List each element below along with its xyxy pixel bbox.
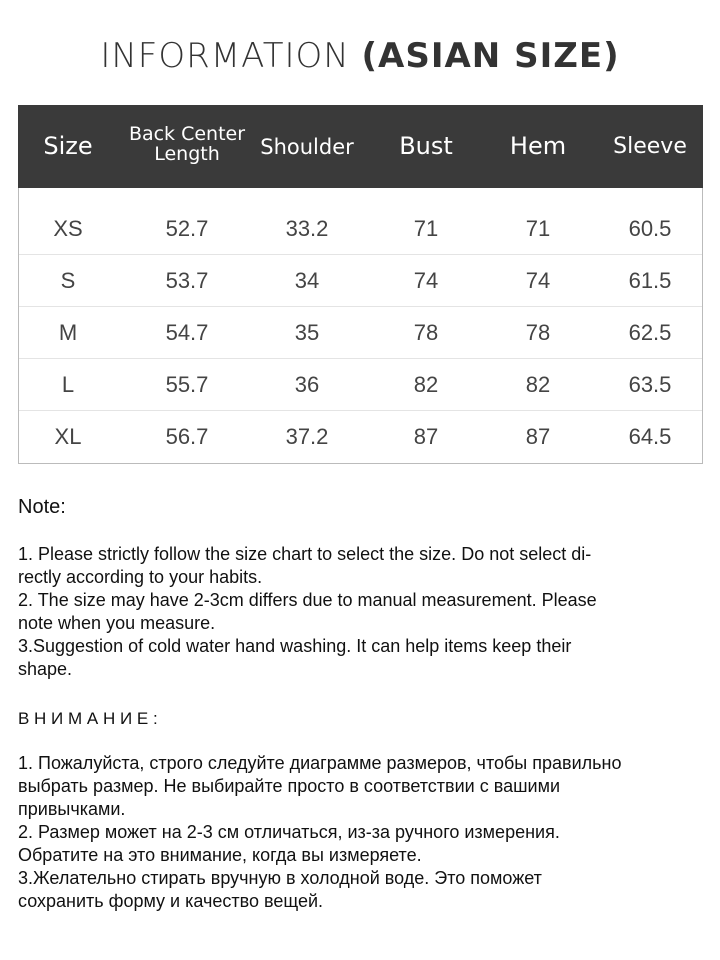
header-hem: Hem — [509, 132, 567, 160]
header-back-center-length: Back Center Length — [129, 124, 245, 164]
header-sleeve: Sleeve — [613, 134, 687, 159]
table-cell: 82 — [525, 372, 551, 397]
note-line: выбрать размер. Не выбирайте просто в со… — [18, 776, 561, 796]
table-row: XS 52.7 33.2 71 71 60.5 — [19, 202, 702, 255]
table-cell: 54.7 — [165, 320, 209, 345]
note-line: привычками. — [18, 799, 126, 819]
table-cell: 55.7 — [165, 372, 209, 397]
table-row: L 55.7 36 82 82 63.5 — [19, 358, 702, 411]
header-shoulder: Shoulder — [260, 135, 354, 159]
table-cell: 63.5 — [628, 372, 672, 397]
table-cell: M — [58, 320, 78, 345]
table-cell: 36 — [294, 372, 320, 397]
note-line: 2. The size may have 2-3cm differs due t… — [18, 590, 597, 610]
table-cell: 60.5 — [628, 216, 672, 241]
note-line: 1. Пожалуйста, строго следуйте диаграмме… — [18, 753, 622, 773]
note-line: сохранить форму и качество вещей. — [18, 891, 324, 911]
header-bust: Bust — [399, 132, 453, 160]
table-cell: XS — [53, 216, 83, 241]
header-size: Size — [43, 132, 93, 160]
table-cell: 74 — [525, 268, 551, 293]
note-line: 3.Желательно стирать вручную в холодной … — [18, 868, 542, 888]
table-cell: 71 — [525, 216, 551, 241]
table-row: XL 56.7 37.2 87 87 64.5 — [19, 410, 702, 462]
table-cell: 56.7 — [165, 424, 209, 449]
table-cell: 74 — [413, 268, 439, 293]
note-line: rectly according to your habits. — [18, 567, 263, 587]
table-cell: 52.7 — [165, 216, 209, 241]
header-line: Length — [154, 143, 220, 165]
note-line: 3.Suggestion of cold water hand washing.… — [18, 636, 572, 656]
table-cell: 37.2 — [285, 424, 329, 449]
title-bold: (ASIAN SIZE) — [361, 36, 620, 76]
table-cell: 87 — [413, 424, 439, 449]
table-cell: 35 — [294, 320, 320, 345]
table-header: Size Back Center Length Shoulder Bust Hem… — [18, 105, 703, 188]
note-line: 1. Please strictly follow the size chart… — [18, 544, 592, 564]
note-ru-heading: В Н И М А Н И Е : — [18, 709, 158, 728]
note-heading: Note: — [18, 496, 66, 518]
table-cell: 61.5 — [628, 268, 672, 293]
note-line: 2. Размер может на 2-3 см отличаться, из… — [18, 822, 560, 842]
note-line: note when you measure. — [18, 613, 216, 633]
size-table: Size Back Center Length Shoulder Bust Hem… — [18, 105, 703, 464]
table-cell: XL — [54, 424, 82, 449]
table-cell: 71 — [413, 216, 439, 241]
table-cell: 34 — [294, 268, 320, 293]
table-cell: 82 — [413, 372, 439, 397]
note-line: shape. — [18, 659, 73, 679]
note-line: Обратите на это внимание, когда вы измер… — [18, 845, 422, 865]
page-title: INFORMATION (ASIAN SIZE) — [0, 36, 720, 76]
title-light: INFORMATION — [100, 36, 362, 76]
table-row: S 53.7 34 74 74 61.5 — [19, 254, 702, 307]
table-row: M 54.7 35 78 78 62.5 — [19, 306, 702, 359]
table-cell: 78 — [525, 320, 551, 345]
note-body: 1. Please strictly follow the size chart… — [18, 543, 597, 681]
table-cell: 64.5 — [628, 424, 672, 449]
table-cell: 62.5 — [628, 320, 672, 345]
table-cell: L — [61, 372, 75, 397]
table-cell: 53.7 — [165, 268, 209, 293]
header-line: Back Center — [128, 123, 246, 145]
table-cell: 78 — [413, 320, 439, 345]
table-cell: 87 — [525, 424, 551, 449]
note-ru-body: 1. Пожалуйста, строго следуйте диаграмме… — [18, 752, 621, 913]
table-cell: 33.2 — [285, 216, 329, 241]
table-cell: S — [60, 268, 76, 293]
